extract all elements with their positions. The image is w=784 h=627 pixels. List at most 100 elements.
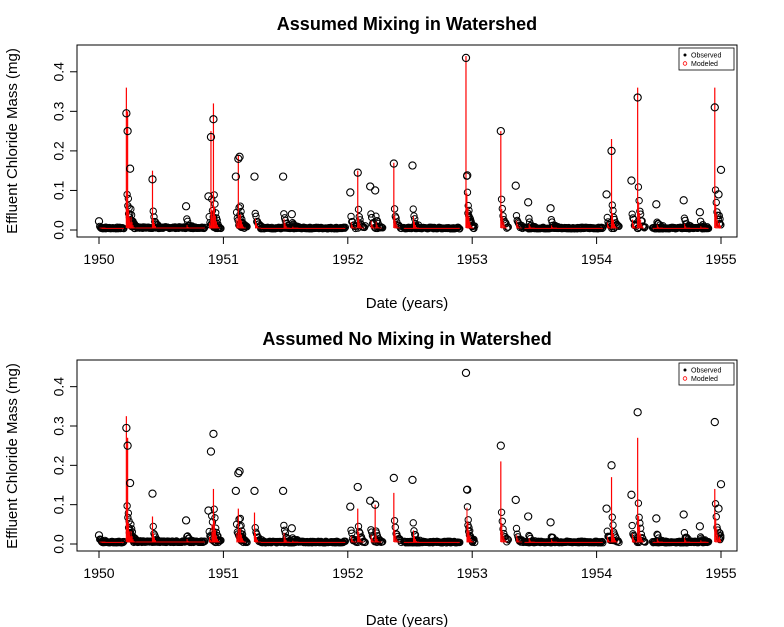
legend-label-modeled: Modeled	[691, 376, 718, 383]
x-tick-label: 1950	[83, 251, 114, 267]
legend-box	[678, 362, 735, 386]
observed-point	[695, 522, 705, 531]
observed-point	[716, 165, 726, 175]
observed-point	[287, 524, 296, 533]
observed-point	[710, 103, 719, 112]
observed-series	[94, 368, 726, 540]
observed-point	[281, 529, 290, 537]
observed-point	[627, 176, 636, 185]
observed-point	[603, 213, 611, 222]
legend-marker-observed	[683, 368, 687, 372]
observed-point	[187, 223, 196, 231]
observed-point	[681, 216, 689, 225]
observed-point	[125, 164, 135, 173]
observed-point	[148, 175, 157, 184]
observed-point	[518, 221, 526, 230]
chart-panel-1: Assumed Mixing in Watershed Date (years) E…	[4, 14, 738, 312]
observed-point	[347, 526, 355, 534]
observed-point	[123, 441, 132, 450]
observed-point	[156, 223, 164, 231]
observed-point	[209, 429, 218, 439]
observed-point	[346, 188, 355, 197]
observed-point	[714, 504, 723, 513]
y-tick-label: 0.1	[51, 495, 67, 515]
observed-point	[496, 126, 505, 136]
observed-point	[181, 516, 191, 525]
observed-point	[149, 522, 157, 531]
observed-point	[123, 126, 132, 136]
observed-point	[408, 475, 417, 485]
observed-point	[389, 473, 398, 483]
observed-point	[463, 171, 472, 180]
observed-point	[511, 495, 520, 505]
observed-point	[133, 222, 142, 231]
observed-point	[634, 183, 643, 191]
observed-point	[408, 161, 417, 170]
observed-point	[231, 486, 240, 496]
observed-point	[372, 212, 380, 220]
chart-title: Assumed Mixing in Watershed	[277, 14, 537, 34]
observed-point	[211, 200, 219, 208]
observed-point	[628, 210, 636, 218]
observed-point	[234, 154, 243, 163]
observed-point	[122, 423, 131, 433]
y-axis-label: Effluent Chloride Mass (mg)	[4, 48, 21, 234]
observed-point	[710, 417, 719, 427]
observed-point	[295, 537, 303, 546]
observed-point	[389, 159, 398, 168]
x-tick-label: 1951	[208, 565, 239, 581]
y-tick-label: 0.3	[51, 416, 67, 436]
observed-point	[94, 217, 104, 226]
chart-title: Assumed No Mixing in Watershed	[262, 329, 551, 349]
observed-point	[496, 441, 505, 450]
observed-point	[354, 205, 363, 214]
observed-point	[250, 486, 259, 496]
observed-point	[454, 223, 463, 232]
observed-point	[633, 408, 642, 417]
observed-point	[102, 223, 110, 231]
y-tick-label: 0.1	[51, 181, 67, 201]
observed-point	[118, 224, 127, 232]
observed-point	[391, 523, 400, 531]
x-tick-label: 1954	[581, 251, 612, 267]
observed-point	[680, 528, 689, 537]
observed-point	[470, 222, 479, 230]
observed-point	[461, 368, 471, 378]
x-tick-label: 1955	[705, 251, 736, 267]
legend-marker-observed	[683, 53, 687, 57]
observed-point	[598, 537, 606, 546]
observed-point	[409, 519, 417, 527]
observed-point	[607, 461, 616, 470]
y-tick-label: 0.0	[51, 220, 67, 240]
observed-point	[714, 190, 723, 199]
observed-point	[258, 536, 266, 544]
legend-label-observed: Observed	[691, 53, 721, 60]
observed-point	[231, 172, 240, 181]
observed-point	[546, 518, 555, 527]
observed-point	[278, 172, 288, 181]
observed-point	[122, 109, 131, 118]
observed-point	[181, 202, 191, 211]
observed-point	[633, 93, 642, 102]
observed-point	[235, 467, 244, 476]
x-tick-label: 1953	[457, 565, 488, 581]
observed-point	[242, 222, 250, 230]
observed-point	[148, 489, 157, 498]
observed-point	[392, 214, 400, 222]
modeled-series	[99, 55, 722, 229]
legend-label-observed: Observed	[691, 368, 721, 375]
observed-point	[497, 508, 506, 517]
observed-baseline-group	[96, 172, 725, 233]
observed-point	[390, 205, 399, 213]
plot-frame	[76, 44, 738, 238]
observed-point	[511, 181, 520, 190]
observed-point	[198, 223, 206, 231]
observed-point	[204, 192, 213, 201]
observed-point	[209, 115, 218, 124]
observed-point	[687, 223, 695, 232]
observed-point	[149, 207, 157, 215]
y-tick-label: 0.4	[51, 377, 67, 397]
observed-point	[652, 514, 661, 523]
